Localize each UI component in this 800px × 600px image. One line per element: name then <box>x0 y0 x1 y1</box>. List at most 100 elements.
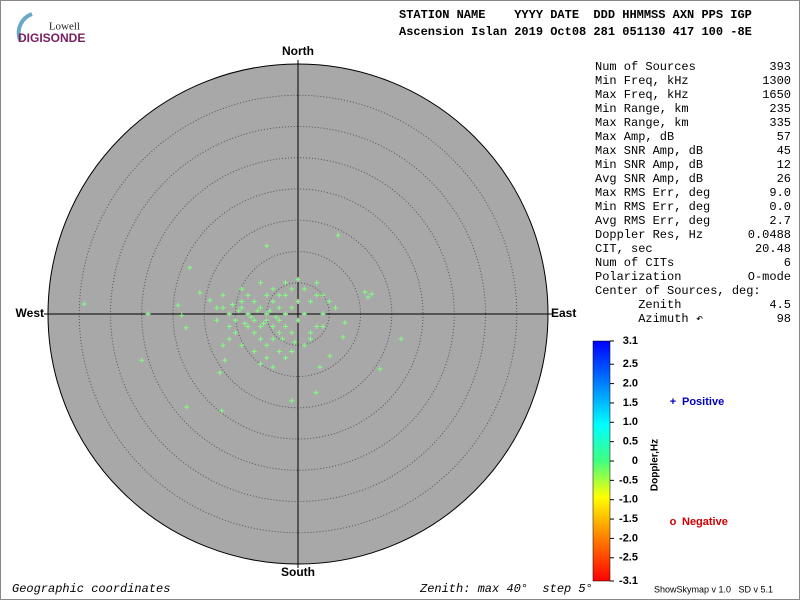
source-point <box>175 302 181 308</box>
source-point <box>251 330 257 336</box>
source-point <box>289 330 295 336</box>
stat-label: Doppler Res, Hz <box>595 228 703 242</box>
source-point <box>320 324 326 329</box>
stat-label: Polarization <box>595 270 681 284</box>
source-point <box>145 311 151 317</box>
source-point <box>226 311 232 317</box>
source-point <box>273 314 279 320</box>
source-point <box>270 364 276 370</box>
stat-value: 235 <box>769 102 791 116</box>
source-point <box>270 324 276 329</box>
stat-label: Max Range, km <box>595 116 689 130</box>
source-point <box>270 299 276 304</box>
colorbar-tick-label: 0.5 <box>623 436 638 448</box>
source-point <box>251 299 257 304</box>
source-point <box>365 294 371 300</box>
source-point <box>276 292 282 298</box>
stat-value: 26 <box>777 172 791 186</box>
source-point <box>340 334 346 340</box>
stat-value: 6 <box>784 256 791 270</box>
source-point <box>320 292 326 298</box>
source-point <box>283 311 288 317</box>
legend-label: Positive <box>682 396 724 408</box>
stat-label: Max RMS Err, deg <box>595 186 710 200</box>
source-point <box>276 305 282 311</box>
source-point <box>314 292 320 298</box>
source-point <box>245 292 251 298</box>
source-point <box>320 311 326 317</box>
stat-value: O-mode <box>748 270 791 284</box>
source-point <box>292 339 298 345</box>
stat-value: 0.0 <box>769 200 791 214</box>
stat-value: 2.7 <box>769 214 791 228</box>
source-point <box>295 277 301 283</box>
source-point <box>217 370 223 376</box>
source-point <box>327 353 333 359</box>
source-point <box>289 398 295 404</box>
source-point <box>187 265 193 271</box>
stat-value: 12 <box>777 158 791 172</box>
source-point <box>258 305 263 311</box>
source-point <box>207 297 213 303</box>
source-point <box>222 357 228 363</box>
direction-label: West <box>16 306 44 320</box>
source-point <box>239 342 245 348</box>
direction-label: North <box>282 44 314 58</box>
source-point <box>233 317 238 323</box>
stat-value: 393 <box>769 60 791 74</box>
colorbar-tick-label: 2.0 <box>623 377 638 389</box>
source-point <box>289 349 295 354</box>
source-point <box>317 364 323 370</box>
source-point <box>301 311 307 317</box>
header-line: Ascension Islan 2019 Oct08 281 051130 41… <box>399 25 752 39</box>
source-point <box>184 404 190 410</box>
logo-bottom: DIGISONDE <box>18 31 85 45</box>
source-point <box>258 336 263 342</box>
source-point <box>258 361 263 367</box>
source-point <box>326 299 332 304</box>
stat-value: 0.0488 <box>748 228 791 242</box>
direction-label: East <box>551 306 576 320</box>
source-point <box>251 349 257 354</box>
plot: North South East West <box>16 44 577 579</box>
source-point <box>377 366 383 372</box>
source-point <box>369 291 375 297</box>
colorbar-tick-label: 3.1 <box>623 335 638 347</box>
stat-label: Max Freq, kHz <box>595 88 689 102</box>
header-line: STATION NAME YYYY DATE DDD HHMMSS AXN PP… <box>399 8 752 22</box>
source-point <box>264 292 270 298</box>
source-point <box>261 320 267 326</box>
legend-symbol: o <box>670 516 677 528</box>
colorbar-tick-label: 2.5 <box>623 358 638 370</box>
legend-symbol: + <box>670 396 676 408</box>
stat-label: CIT, sec <box>595 242 653 256</box>
colorbar-label: Doppler,Hz <box>650 439 661 491</box>
stat-label: Avg RMS Err, deg <box>595 214 710 228</box>
source-point <box>258 280 263 286</box>
colorbar-tick-label: 1.0 <box>623 416 638 428</box>
source-point <box>248 314 254 320</box>
source-point <box>289 286 295 292</box>
source-point <box>313 390 319 396</box>
source-point <box>220 292 226 298</box>
stat-label: Num of Sources <box>595 60 696 74</box>
source-point <box>139 357 145 363</box>
stat-value: 1300 <box>762 74 791 88</box>
source-point <box>214 305 220 311</box>
source-point <box>242 320 248 326</box>
source-point <box>81 301 87 307</box>
colorbar-tick-label: 1.5 <box>623 397 638 409</box>
stat-value: 98 <box>777 312 791 326</box>
colorbar-tick-label: -2.5 <box>619 552 638 564</box>
source-point <box>258 324 263 329</box>
stat-label: Max SNR Amp, dB <box>595 144 703 158</box>
source-point <box>251 317 257 323</box>
stat-value: 1650 <box>762 88 791 102</box>
source-point <box>270 286 276 292</box>
source-point <box>308 336 313 342</box>
stat-label: Azimuth ↶ <box>595 312 703 326</box>
colorbar-tick-label: 0 <box>632 455 638 467</box>
stat-label: Center of Sources, deg: <box>595 284 761 298</box>
source-point <box>233 330 238 336</box>
